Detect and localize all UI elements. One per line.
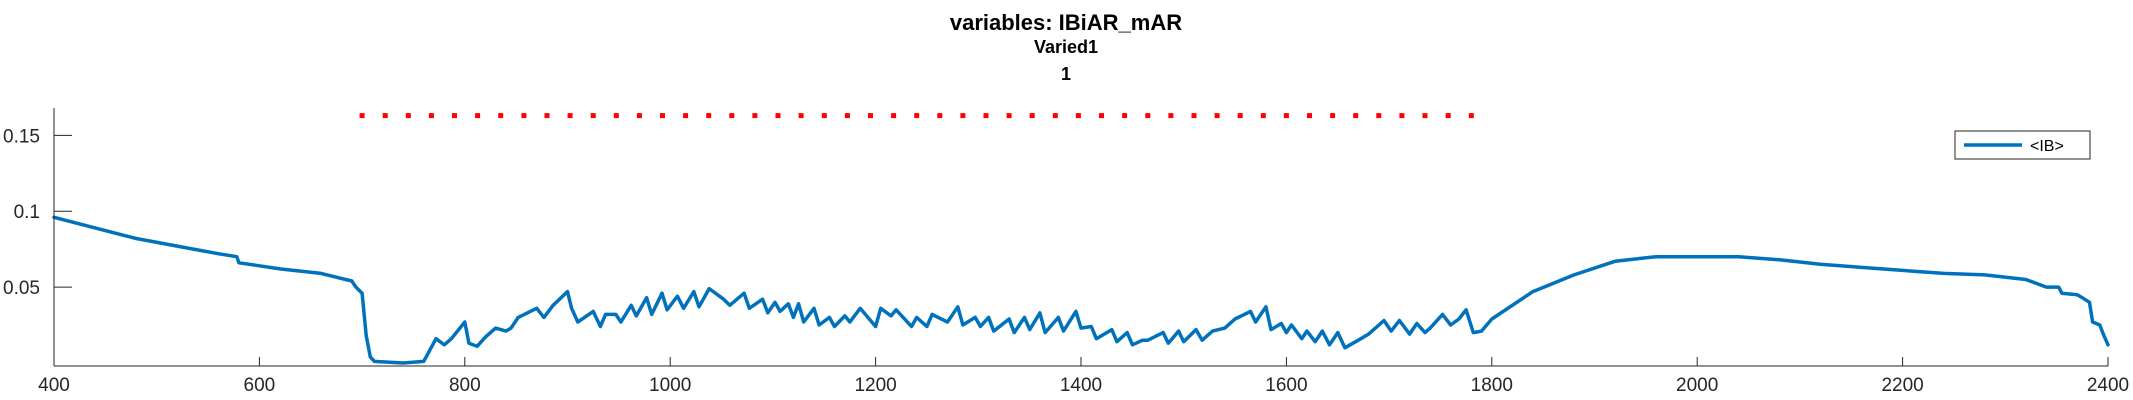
marker-point xyxy=(821,113,827,119)
marker-point xyxy=(1145,113,1151,119)
marker-point xyxy=(567,113,573,119)
marker-point xyxy=(613,113,619,119)
marker-point xyxy=(1353,113,1359,119)
x-tick-label: 1600 xyxy=(1265,375,1307,396)
x-tick-label: 400 xyxy=(38,375,70,396)
legend: <IB> xyxy=(1954,130,2091,160)
marker-point xyxy=(937,113,943,119)
x-tick-label: 2000 xyxy=(1676,375,1718,396)
marker-point xyxy=(636,113,642,119)
x-tick-label: 2200 xyxy=(1881,375,1923,396)
marker-point xyxy=(1191,113,1197,119)
marker-point xyxy=(1283,113,1289,119)
marker-point xyxy=(1260,113,1266,119)
marker-point xyxy=(891,113,897,119)
marker-point xyxy=(983,113,989,119)
x-tick-label: 600 xyxy=(244,375,276,396)
marker-point xyxy=(914,113,920,119)
marker-point xyxy=(1122,113,1128,119)
marker-point xyxy=(405,113,411,119)
y-tick-label: 0.15 xyxy=(3,126,40,147)
x-tick-label: 800 xyxy=(449,375,481,396)
marker-point xyxy=(1006,113,1012,119)
marker-point xyxy=(382,113,388,119)
marker-point xyxy=(1307,113,1312,119)
marker-point xyxy=(868,113,873,119)
chart-subtitle-line-2: 1 xyxy=(1061,64,1071,84)
marker-point xyxy=(1099,113,1104,119)
legend-label: <IB> xyxy=(2030,138,2064,155)
marker-point xyxy=(844,113,850,119)
marker-point xyxy=(1445,113,1451,119)
marker-point xyxy=(960,113,966,119)
marker-point xyxy=(729,113,735,119)
x-tick-label: 1200 xyxy=(854,375,896,396)
series-line-0 xyxy=(52,215,2110,365)
marker-point xyxy=(752,113,758,119)
marker-point xyxy=(1237,113,1243,119)
marker-point xyxy=(775,113,781,119)
marker-point xyxy=(544,113,550,119)
x-tick-label: 1800 xyxy=(1471,375,1513,396)
marker-point xyxy=(798,113,804,119)
marker-point xyxy=(475,113,481,119)
y-tick-label: 0.05 xyxy=(3,278,40,299)
marker-point xyxy=(683,113,689,119)
x-tick-label: 2400 xyxy=(2087,375,2129,396)
x-tick-label: 1000 xyxy=(649,375,691,396)
x-tick-label: 1400 xyxy=(1060,375,1102,396)
marker-point xyxy=(590,113,596,119)
marker-point xyxy=(452,113,457,119)
marker-point xyxy=(1376,113,1382,119)
marker-series xyxy=(359,113,1474,119)
plot-lines xyxy=(52,215,2110,365)
y-axis-ticks: 0.05 0.1 0.15 xyxy=(3,126,72,299)
marker-point xyxy=(1330,113,1336,119)
marker-point xyxy=(706,113,712,119)
marker-point xyxy=(498,113,504,119)
y-tick-label: 0.1 xyxy=(14,202,40,223)
marker-point xyxy=(1168,113,1174,119)
marker-point xyxy=(359,113,365,119)
marker-point xyxy=(660,113,665,119)
marker-point xyxy=(1468,113,1474,119)
marker-point xyxy=(1422,113,1428,119)
chart-title-group: variables: IBiAR_mAR Varied1 1 xyxy=(950,10,1182,84)
marker-point xyxy=(1029,113,1035,119)
chart-title: variables: IBiAR_mAR xyxy=(950,10,1182,35)
chart-subtitle-line-1: Varied1 xyxy=(1034,37,1098,57)
marker-point xyxy=(1052,113,1058,119)
marker-point xyxy=(521,113,527,119)
x-axis-ticks: 400 600 800 1000 1200 1400 1600 1800 2000 2200 240… xyxy=(38,357,2129,396)
marker-point xyxy=(428,113,434,119)
marker-point xyxy=(1399,113,1405,119)
marker-point xyxy=(1075,113,1081,119)
marker-point xyxy=(1214,113,1220,119)
